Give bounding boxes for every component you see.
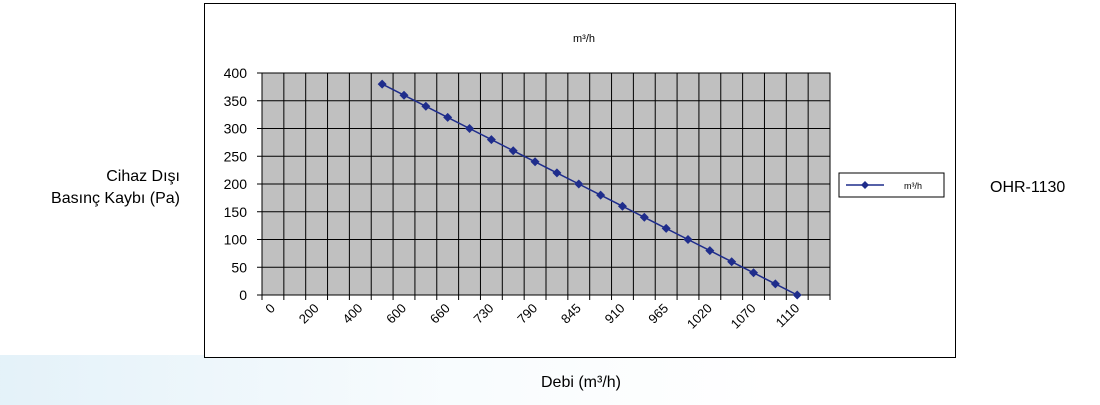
y-tick-label: 350 [224, 93, 248, 109]
data-point [574, 179, 584, 189]
data-point [749, 268, 759, 278]
data-point [705, 246, 715, 256]
data-point [683, 235, 693, 244]
x-tick-label: 845 [558, 301, 584, 327]
x-axis-label: Debi (m³/h) [540, 374, 621, 391]
x-tick-label: 1110 [773, 301, 803, 331]
y-axis-label-line-1: Cihaz Dışı [106, 168, 180, 185]
legend-label: m³/h [904, 181, 922, 191]
x-tick-label: 200 [296, 301, 322, 327]
y-tick-label: 50 [231, 259, 247, 275]
x-tick-label: 660 [427, 301, 453, 327]
data-point [770, 279, 780, 289]
x-axis-label-container: Debi (m³/h) [0, 374, 1100, 392]
data-point [508, 146, 518, 156]
x-tick-label: 400 [339, 301, 365, 327]
data-point [792, 290, 802, 300]
model-label: OHR-1130 [990, 179, 1066, 196]
data-point [377, 79, 387, 89]
chart-title: m³/h [573, 33, 595, 45]
y-tick-label: 100 [224, 232, 248, 248]
data-point [421, 101, 431, 111]
x-tick-label: 1070 [728, 301, 759, 332]
data-point [443, 112, 453, 122]
x-tick-label: 1020 [684, 301, 715, 332]
data-point [639, 212, 649, 222]
legend: m³/h [838, 172, 945, 198]
y-tick-label: 250 [224, 148, 248, 164]
data-point [617, 201, 627, 211]
x-tick-label: 600 [383, 301, 409, 327]
data-point [727, 257, 737, 267]
data-point [399, 90, 409, 100]
data-point [552, 168, 562, 178]
y-axis-label: Cihaz Dışı Basınç Kaybı (Pa) [0, 166, 180, 210]
data-point [661, 223, 671, 233]
x-tick-label: 910 [602, 301, 628, 327]
data-point [530, 157, 540, 167]
series-line [381, 83, 798, 296]
data-point [486, 135, 496, 145]
x-tick-label: 790 [514, 301, 540, 327]
x-tick-label: 730 [471, 301, 497, 327]
data-point [465, 124, 475, 133]
y-axis-label-line-2: Basınç Kaybı (Pa) [51, 190, 180, 207]
x-tick-label: 965 [645, 301, 671, 327]
y-tick-label: 400 [224, 65, 248, 81]
x-tick-label: 0 [262, 301, 278, 317]
y-tick-label: 0 [239, 287, 247, 303]
y-tick-label: 300 [224, 121, 248, 137]
y-tick-label: 150 [224, 204, 248, 220]
legend-swatch-marker [861, 181, 869, 189]
data-point [596, 190, 606, 200]
y-tick-label: 200 [224, 176, 248, 192]
background-glow [0, 355, 1100, 405]
